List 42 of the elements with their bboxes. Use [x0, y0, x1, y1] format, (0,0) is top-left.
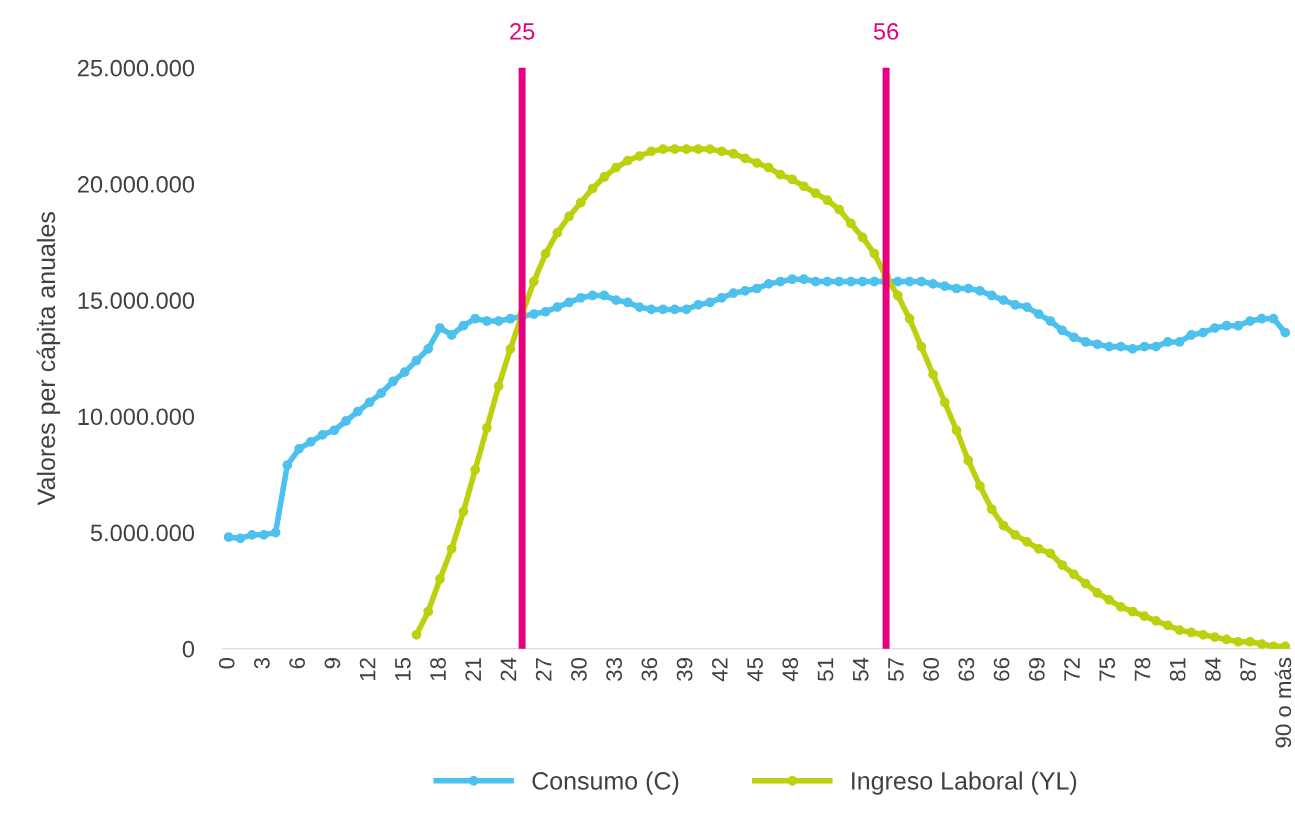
x-tick-label: 66	[993, 658, 1010, 681]
x-tick-label: 69	[1028, 658, 1045, 681]
x-tick-label: 51	[817, 658, 834, 681]
x-tick-label: 3	[254, 658, 270, 669]
y-tick-label: 0	[182, 640, 195, 658]
y-tick-label: 15.000.000	[78, 292, 195, 309]
x-tick-label: 21	[465, 658, 481, 681]
x-tick-label: 84	[1205, 657, 1221, 681]
ref-line-label: 25	[510, 23, 535, 40]
x-tick-label: 90 o más	[1274, 657, 1292, 748]
y-tick-label: 25.000.000	[77, 59, 195, 77]
y-tick-label: 10.000.000	[78, 408, 195, 426]
x-tick-label: 15	[395, 657, 411, 681]
y-tick-label: 20.000.000	[77, 175, 195, 193]
legend-label: Consumo (C)	[532, 771, 679, 795]
x-tick-label: 0	[218, 657, 235, 669]
x-tick-label: 87	[1240, 658, 1256, 681]
ref-line-label: 56	[873, 23, 899, 40]
x-tick-label: 81	[1169, 658, 1186, 681]
x-tick-label: 54	[853, 657, 869, 681]
y-axis-title: Valores per cápita anuales	[36, 212, 61, 506]
x-tick-label: 39	[676, 658, 693, 681]
x-tick-label: 36	[641, 658, 658, 681]
x-tick-label: 42	[711, 658, 728, 682]
x-tick-label: 12	[359, 658, 376, 681]
x-tick-label: 33	[606, 658, 623, 681]
x-tick-label: 45	[747, 657, 763, 682]
y-tick-label: 5.000.000	[90, 524, 195, 542]
x-tick-label: 24	[500, 657, 517, 681]
x-tick-label: 72	[1064, 658, 1080, 681]
x-tick-label: 78	[1134, 658, 1151, 681]
x-tick-label: 9	[324, 658, 341, 669]
x-tick-label: 6	[289, 658, 306, 669]
x-tick-label: 18	[430, 658, 446, 681]
legend-label: Ingreso Laboral (YL)	[852, 771, 1077, 795]
x-tick-label: 48	[782, 658, 799, 682]
x-tick-label: 75	[1099, 657, 1116, 681]
x-tick-label: 63	[958, 658, 975, 681]
x-tick-label: 57	[888, 658, 904, 681]
x-tick-label: 30	[571, 657, 587, 681]
x-tick-label: 27	[535, 658, 552, 681]
x-tick-label: 60	[923, 657, 939, 681]
